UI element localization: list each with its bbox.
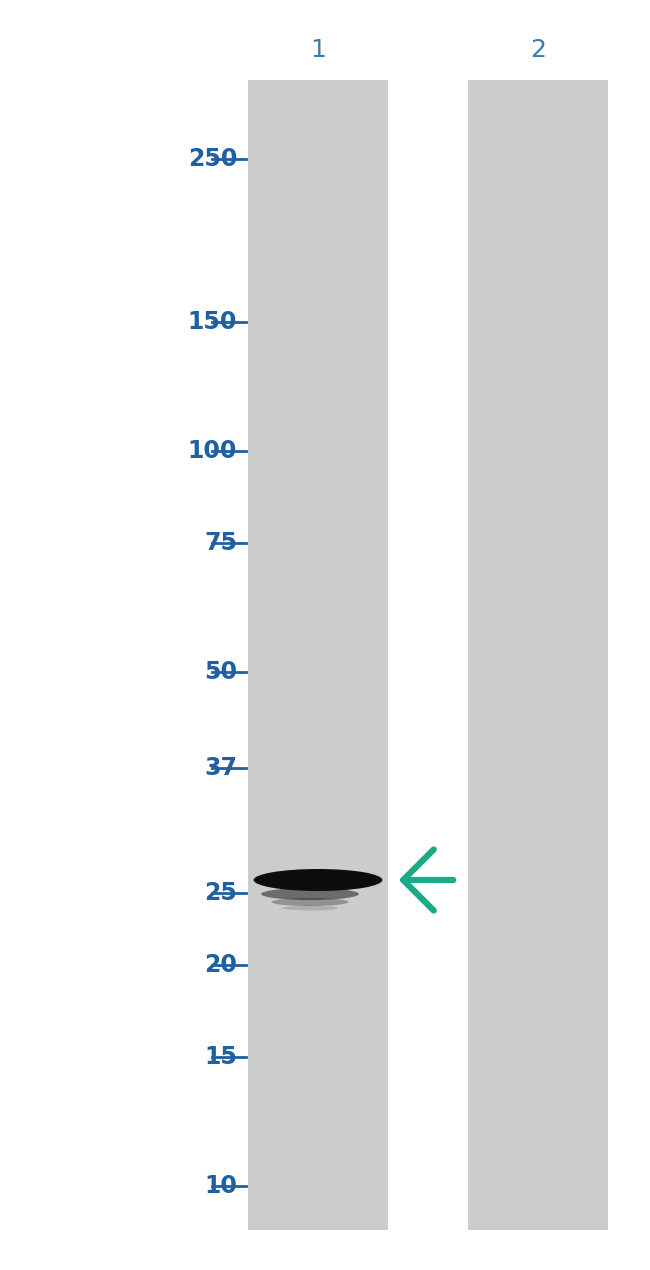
Text: 20: 20 [204,952,237,977]
Text: 37: 37 [204,757,237,780]
Ellipse shape [262,872,374,888]
Ellipse shape [254,869,382,892]
Ellipse shape [272,898,348,906]
Ellipse shape [287,876,350,884]
Text: 150: 150 [188,310,237,334]
Ellipse shape [261,888,359,900]
Text: 50: 50 [204,660,237,685]
Ellipse shape [272,875,363,885]
Text: 75: 75 [204,531,237,555]
Text: 25: 25 [204,881,237,906]
Text: 2: 2 [530,38,546,62]
Text: 100: 100 [188,439,237,464]
Text: 15: 15 [204,1044,237,1068]
Bar [248,80,388,1231]
Text: 10: 10 [204,1173,237,1198]
Text: 1: 1 [310,38,326,62]
Bar [468,80,608,1231]
Ellipse shape [282,906,338,911]
Text: 250: 250 [188,146,237,170]
